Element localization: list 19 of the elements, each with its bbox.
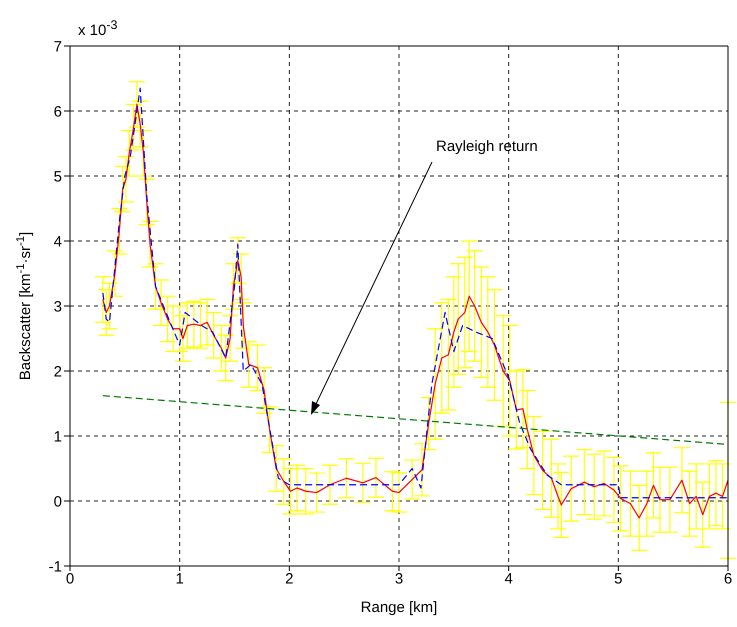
x-tick-label: 6 xyxy=(724,570,732,588)
y-tick-label: -1 xyxy=(48,558,62,576)
y-tick-label: 0 xyxy=(54,493,62,510)
y-tick-label: 4 xyxy=(54,233,62,250)
x-tick-label: 0 xyxy=(66,570,74,588)
y-tick-label: 1 xyxy=(54,428,62,446)
text: x 10$^{-3}$ xyxy=(78,18,118,39)
y-tick-label: 5 xyxy=(54,168,62,186)
x-tick-label: 3 xyxy=(394,570,404,588)
x-tick-label: 2 xyxy=(285,570,294,588)
x-tick-label: 4 xyxy=(504,570,513,588)
y-tick-label: 6 xyxy=(54,103,62,120)
annotation: Rayleigh return xyxy=(436,138,538,155)
y-tick-label: 7 xyxy=(54,38,62,56)
x-tick-label: 1 xyxy=(175,570,184,588)
y-tick-label: 3 xyxy=(54,298,62,316)
y-tick-label: 2 xyxy=(54,363,62,380)
x-axis-title: Range [km] xyxy=(360,599,438,616)
x-tick-label: 5 xyxy=(614,570,623,588)
